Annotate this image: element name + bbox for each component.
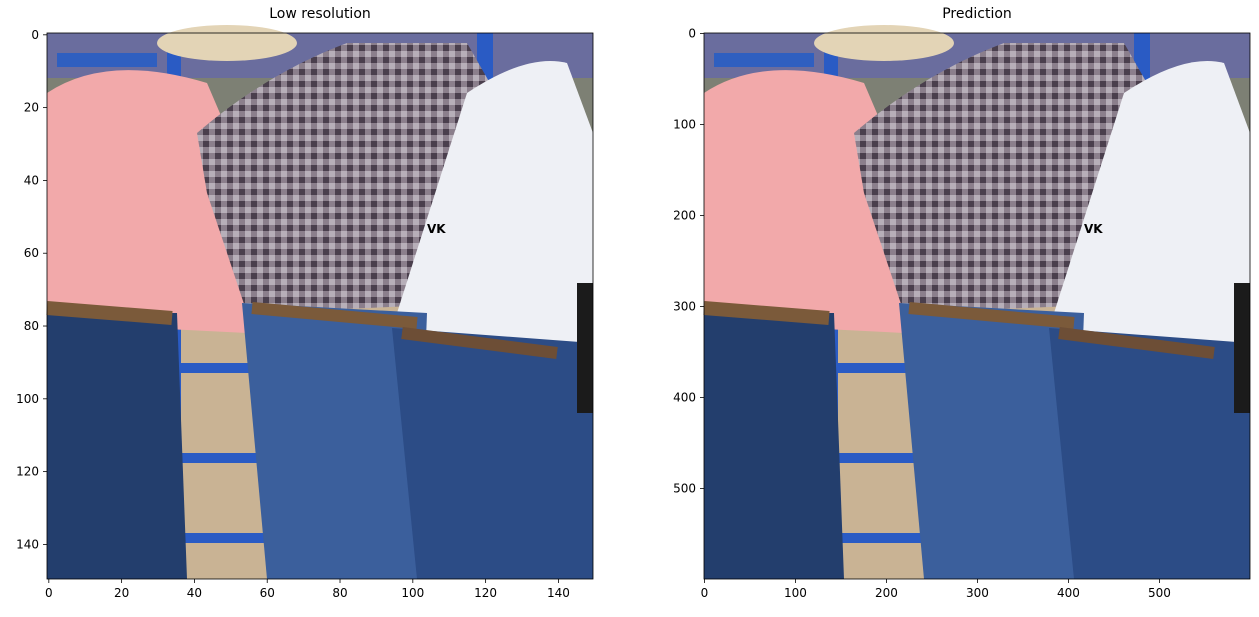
x-tick-label: 140 xyxy=(547,586,570,600)
axes-frame xyxy=(703,32,1251,580)
x-tick-label: 400 xyxy=(1057,586,1080,600)
y-tick-label: 20 xyxy=(24,101,39,115)
image xyxy=(704,25,1250,579)
y-tick-label: 40 xyxy=(24,173,39,187)
y-tick-label: 60 xyxy=(24,246,39,260)
y-tick-label: 500 xyxy=(673,481,696,495)
x-tick-label: 60 xyxy=(260,586,275,600)
y-tick-label: 140 xyxy=(16,537,39,551)
x-tick-label: 40 xyxy=(187,586,202,600)
axes-frame xyxy=(46,32,594,580)
x-tick-label: 500 xyxy=(1148,586,1171,600)
x-tick-label: 80 xyxy=(332,586,347,600)
image xyxy=(47,25,593,579)
y-tick-label: 300 xyxy=(673,299,696,313)
x-tick-label: 100 xyxy=(784,586,807,600)
x-tick-label: 20 xyxy=(114,586,129,600)
x-tick-label: 120 xyxy=(474,586,497,600)
x-tick-label: 300 xyxy=(966,586,989,600)
y-tick-label: 400 xyxy=(673,390,696,404)
axes-title: Prediction xyxy=(942,6,1012,22)
x-tick-label: 200 xyxy=(875,586,898,600)
y-tick-label: 200 xyxy=(673,208,696,222)
y-tick-label: 80 xyxy=(24,319,39,333)
y-tick-label: 100 xyxy=(673,117,696,131)
x-tick-label: 0 xyxy=(701,586,709,600)
y-tick-label: 0 xyxy=(31,28,39,42)
x-tick-label: 0 xyxy=(45,586,53,600)
y-tick-label: 120 xyxy=(16,465,39,479)
x-tick-label: 100 xyxy=(401,586,424,600)
axes-title: Low resolution xyxy=(269,6,371,22)
y-tick-label: 100 xyxy=(16,392,39,406)
y-tick-label: 0 xyxy=(688,26,696,40)
